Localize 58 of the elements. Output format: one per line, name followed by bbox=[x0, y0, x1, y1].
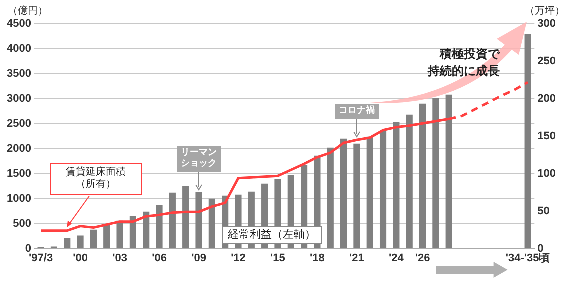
x-tick-label: '34-'35頃 bbox=[506, 252, 550, 264]
x-tick-label: '06 bbox=[152, 252, 167, 264]
y-tick-label: 4500 bbox=[6, 18, 32, 30]
bar bbox=[419, 104, 426, 248]
y-tick-label: 4000 bbox=[6, 43, 32, 56]
bar bbox=[169, 192, 176, 248]
y2-tick-label: 150 bbox=[538, 130, 556, 142]
x-tick-label: '21 bbox=[350, 252, 364, 264]
bar bbox=[130, 216, 136, 248]
x-tick-label: '09 bbox=[192, 252, 206, 264]
bar bbox=[380, 130, 387, 248]
x-tick-label: '26 bbox=[415, 252, 430, 264]
series-label: 経常利益（左軸） bbox=[222, 226, 322, 244]
x-tick-label: '12 bbox=[231, 252, 246, 264]
annotation: リーマンショック bbox=[177, 146, 221, 172]
y2-tick-label: 300 bbox=[538, 18, 556, 30]
annotation: 積極投資で持続的に成長 bbox=[428, 46, 500, 80]
y-axis-title: （億円） bbox=[8, 4, 48, 18]
bar bbox=[406, 114, 413, 248]
y-tick-label: 2500 bbox=[6, 118, 32, 130]
y-tick-label: 0 bbox=[25, 242, 32, 255]
bar bbox=[116, 220, 124, 248]
x-tick-label: '18 bbox=[310, 252, 325, 264]
y2-tick-label: 100 bbox=[538, 168, 556, 180]
bar bbox=[156, 205, 163, 248]
bar bbox=[366, 136, 374, 248]
bar bbox=[208, 198, 216, 248]
bar bbox=[90, 230, 97, 248]
x-tick-label: '03 bbox=[112, 252, 128, 264]
y-tick-label: 1000 bbox=[6, 192, 32, 205]
bar bbox=[340, 138, 348, 248]
bar bbox=[524, 34, 532, 248]
bar bbox=[432, 98, 440, 248]
bar bbox=[182, 186, 190, 248]
bar bbox=[393, 122, 400, 248]
x-tick-label: '15 bbox=[270, 252, 286, 264]
y-tick-label: 3500 bbox=[6, 68, 32, 80]
annotation: コロナ禍 bbox=[334, 104, 379, 119]
x-tick-label: '97/3 bbox=[29, 252, 54, 264]
bar bbox=[143, 212, 150, 248]
y-tick-label: 3000 bbox=[6, 92, 32, 105]
bar bbox=[327, 148, 334, 248]
y-tick-label: 500 bbox=[13, 218, 32, 230]
bar bbox=[446, 94, 452, 248]
bar bbox=[77, 236, 84, 248]
bar bbox=[104, 225, 110, 248]
bar bbox=[354, 144, 360, 248]
bar bbox=[196, 192, 202, 248]
y2-tick-label: 50 bbox=[538, 205, 550, 218]
y2-tick-label: 200 bbox=[538, 92, 556, 105]
y2-axis-title: （万坪） bbox=[525, 5, 565, 18]
y2-tick-label: 250 bbox=[538, 56, 556, 68]
x-tick-label: '00 bbox=[73, 252, 88, 264]
y-tick-label: 1500 bbox=[6, 168, 32, 180]
y-tick-label: 2000 bbox=[6, 142, 32, 155]
bar bbox=[64, 238, 71, 248]
x-tick-label: '24 bbox=[389, 252, 405, 264]
text: 賃貸延床面積（所有） bbox=[50, 163, 142, 195]
